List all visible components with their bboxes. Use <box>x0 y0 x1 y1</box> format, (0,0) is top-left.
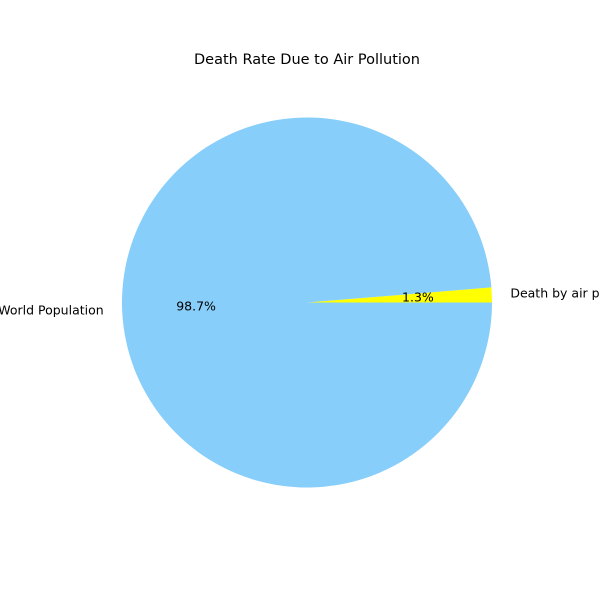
slice-label: World Population <box>0 302 104 317</box>
pie-slice <box>122 117 493 488</box>
pie-slice <box>307 287 492 303</box>
slice-percent-label: 1.3% <box>402 289 434 304</box>
slice-percent-label: 98.7% <box>176 299 216 314</box>
pie-labels: Death by air pollution 1.3% World Populati… <box>0 286 600 318</box>
chart-title: Death Rate Due to Air Pollution <box>194 52 420 68</box>
slice-label: Death by air pollution <box>510 286 600 301</box>
pie-slices <box>122 117 493 488</box>
